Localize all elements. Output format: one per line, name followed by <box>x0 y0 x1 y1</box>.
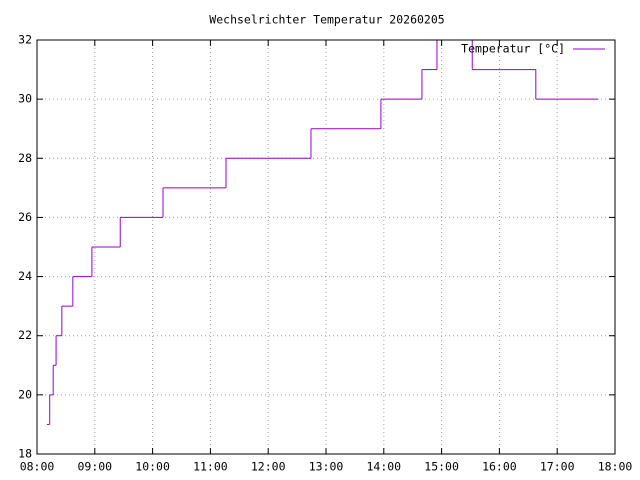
y-tick-label: 24 <box>18 269 32 283</box>
y-tick-label: 32 <box>18 33 32 47</box>
plot-border <box>36 39 616 455</box>
y-tick-label: 30 <box>18 92 32 106</box>
y-tick-label: 18 <box>18 447 32 461</box>
x-tick-label: 18:00 <box>598 460 633 474</box>
x-tick-label: 13:00 <box>309 460 344 474</box>
y-tick-label: 20 <box>18 387 32 401</box>
x-tick-label: 12:00 <box>251 460 286 474</box>
x-tick-label: 17:00 <box>540 460 575 474</box>
x-tick-label: 11:00 <box>193 460 228 474</box>
x-tick-label: 14:00 <box>366 460 401 474</box>
chart-title: Wechselrichter Temperatur 20260205 <box>209 13 444 27</box>
y-tick-label: 22 <box>18 328 32 342</box>
x-tick-label: 08:00 <box>20 460 55 474</box>
x-tick-label: 10:00 <box>135 460 170 474</box>
y-tick-label: 28 <box>18 151 32 165</box>
y-tick-label: 26 <box>18 210 32 224</box>
plot-area <box>46 40 599 425</box>
x-tick-label: 15:00 <box>424 460 459 474</box>
x-tick-label: 16:00 <box>482 460 517 474</box>
grid <box>36 39 616 455</box>
legend-label: Temperatur [°C] <box>461 42 565 56</box>
x-tick-label: 09:00 <box>77 460 112 474</box>
